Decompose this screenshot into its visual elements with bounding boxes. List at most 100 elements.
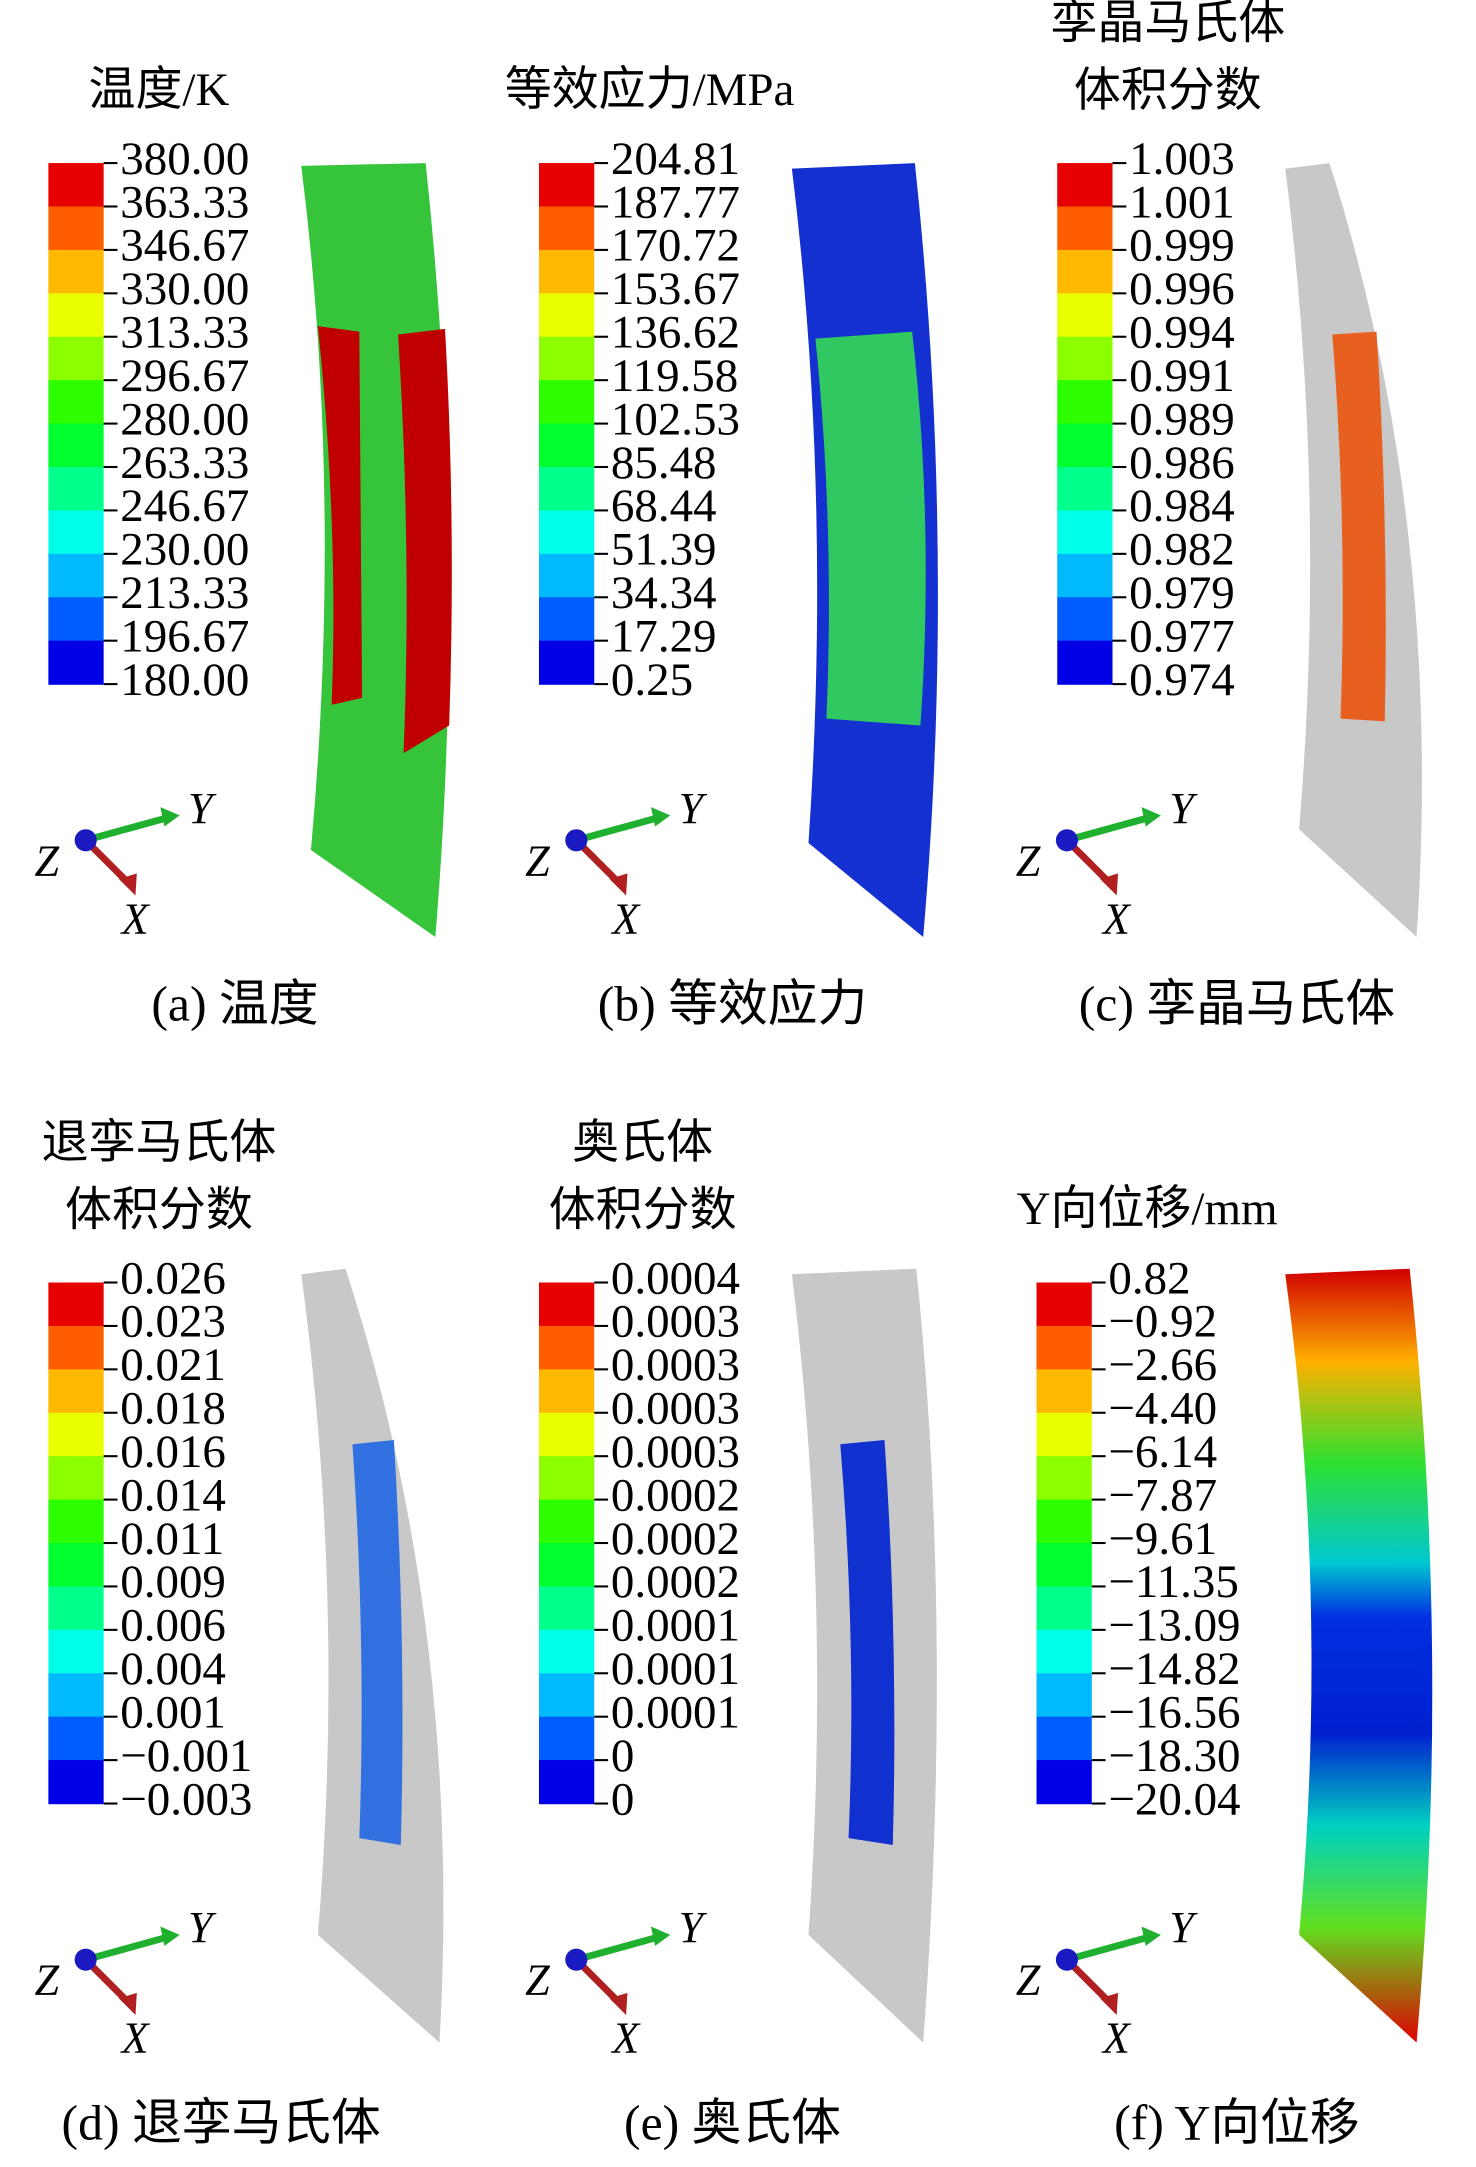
- legend-band: [48, 249, 104, 295]
- legend-label: 119.58: [611, 350, 738, 402]
- axis-label: Y: [1169, 784, 1198, 833]
- legend-label: 313.33: [120, 307, 249, 359]
- legend-band: [1057, 336, 1113, 381]
- axis-y-arrow: [84, 814, 167, 844]
- legend-label: 0.82: [1108, 1252, 1190, 1304]
- strip-e: [840, 1440, 895, 1845]
- legend-band: [538, 1760, 595, 1805]
- legend-label: 0.0002: [611, 1556, 740, 1608]
- legend-label: 0.0001: [611, 1600, 740, 1652]
- caption: (f) Y向位移: [1114, 2096, 1359, 2151]
- legend-band: [48, 553, 104, 598]
- legend-band: [48, 380, 104, 425]
- legend-label: 0.023: [120, 1296, 226, 1348]
- legend-label: −2.66: [1108, 1339, 1217, 1391]
- legend-band: [48, 293, 104, 338]
- legend-band: [538, 249, 595, 295]
- legend-band: [48, 1369, 104, 1414]
- panel: 温度/K 380.00363.33346.67330.00313.33296.67…: [35, 64, 319, 1032]
- legend-label: 0.0003: [611, 1339, 740, 1391]
- legend-label: 0.986: [1129, 437, 1235, 489]
- legend-band: [48, 1282, 104, 1327]
- legend-band: [538, 1369, 595, 1414]
- legend-label: −20.04: [1108, 1773, 1240, 1825]
- axis-y-arrow: [575, 1934, 658, 1964]
- legend-label: −16.56: [1108, 1686, 1240, 1738]
- strip-d: [352, 1440, 403, 1845]
- axis-z-dot: [1055, 829, 1078, 852]
- legend-band: [1036, 1369, 1092, 1414]
- legend-label: −9.61: [1108, 1513, 1217, 1565]
- axis-y-head: [160, 807, 180, 827]
- axis-y-head: [650, 1926, 671, 1946]
- legend-band: [538, 423, 595, 468]
- legend-band: [48, 206, 104, 251]
- axis-x-head: [1100, 873, 1119, 896]
- axis-z-dot: [74, 829, 97, 852]
- legend-band: [48, 336, 104, 381]
- legend-label: 196.67: [120, 610, 249, 662]
- axis-label: X: [610, 894, 641, 943]
- legend-label: 363.33: [120, 176, 249, 228]
- legend-band: [1057, 423, 1113, 468]
- legend-label: 0.977: [1129, 610, 1235, 662]
- axis-label: Y: [679, 1903, 708, 1952]
- legend-label: 0.016: [120, 1426, 226, 1478]
- axis-y-head: [160, 1926, 180, 1946]
- legend-band: [1036, 1760, 1092, 1805]
- legend-label: 0.014: [120, 1469, 226, 1521]
- axis-x-head: [1100, 1992, 1119, 2015]
- legend-band: [48, 1456, 104, 1501]
- legend-label: 0.974: [1129, 654, 1235, 706]
- legend-label: 0.0003: [611, 1426, 740, 1478]
- legend-label: 0.984: [1129, 480, 1235, 532]
- legend-label: −14.82: [1108, 1643, 1240, 1695]
- legend-label: 330.00: [120, 263, 249, 315]
- legend-band: [48, 1586, 104, 1631]
- legend-label: −0.92: [1108, 1296, 1217, 1348]
- legend-band: [48, 1760, 104, 1805]
- axis-z-dot: [565, 829, 588, 852]
- axis-x-head: [118, 1992, 137, 2015]
- legend-band: [538, 336, 595, 381]
- legend-label: 230.00: [120, 524, 249, 576]
- legend-band: [1036, 1716, 1092, 1761]
- legend-band: [1057, 597, 1113, 642]
- legend-label: −18.30: [1108, 1730, 1240, 1782]
- legend-label: 296.67: [120, 350, 249, 402]
- caption: (d) 退孪马氏体: [62, 2096, 381, 2151]
- legend-label: 246.67: [120, 480, 249, 532]
- legend-band: [538, 163, 595, 208]
- axis-y-head: [650, 807, 671, 827]
- legend-band: [538, 467, 595, 512]
- legend-label: 0.0003: [611, 1383, 740, 1435]
- legend-label: −13.09: [1108, 1600, 1240, 1652]
- axis-label: Z: [525, 836, 550, 885]
- legend-band: [538, 597, 595, 642]
- legend-label: −7.87: [1108, 1469, 1217, 1521]
- legend-label: 346.67: [120, 220, 249, 272]
- legend-band: [1057, 467, 1113, 512]
- legend-band: [538, 1716, 595, 1761]
- legend-band: [538, 293, 595, 338]
- legend-title: 温度/K: [88, 64, 229, 116]
- legend-band: [1057, 249, 1113, 295]
- axis-label: Y: [1169, 1903, 1198, 1952]
- legend-label: −0.001: [120, 1730, 252, 1782]
- caption: (c) 孪晶马氏体: [1079, 976, 1395, 1031]
- legend-label: 180.00: [120, 654, 249, 706]
- strip-c: [1332, 331, 1386, 722]
- panel: 奥氏体体积分数0.00040.00030.00030.00030.00030.0…: [525, 1117, 841, 2151]
- axis-x-head: [609, 1992, 628, 2015]
- axis-z-dot: [74, 1948, 97, 1971]
- legend-label: 0.982: [1129, 524, 1235, 576]
- caption: (b) 等效应力: [598, 976, 867, 1031]
- legend-band: [1057, 380, 1113, 425]
- legend-title: 体积分数: [1074, 65, 1262, 117]
- legend-band: [48, 163, 104, 208]
- legend-band: [1036, 1412, 1092, 1457]
- legend-band: [1036, 1325, 1092, 1371]
- legend-label: 213.33: [120, 567, 249, 619]
- legend-label: 51.39: [611, 524, 717, 576]
